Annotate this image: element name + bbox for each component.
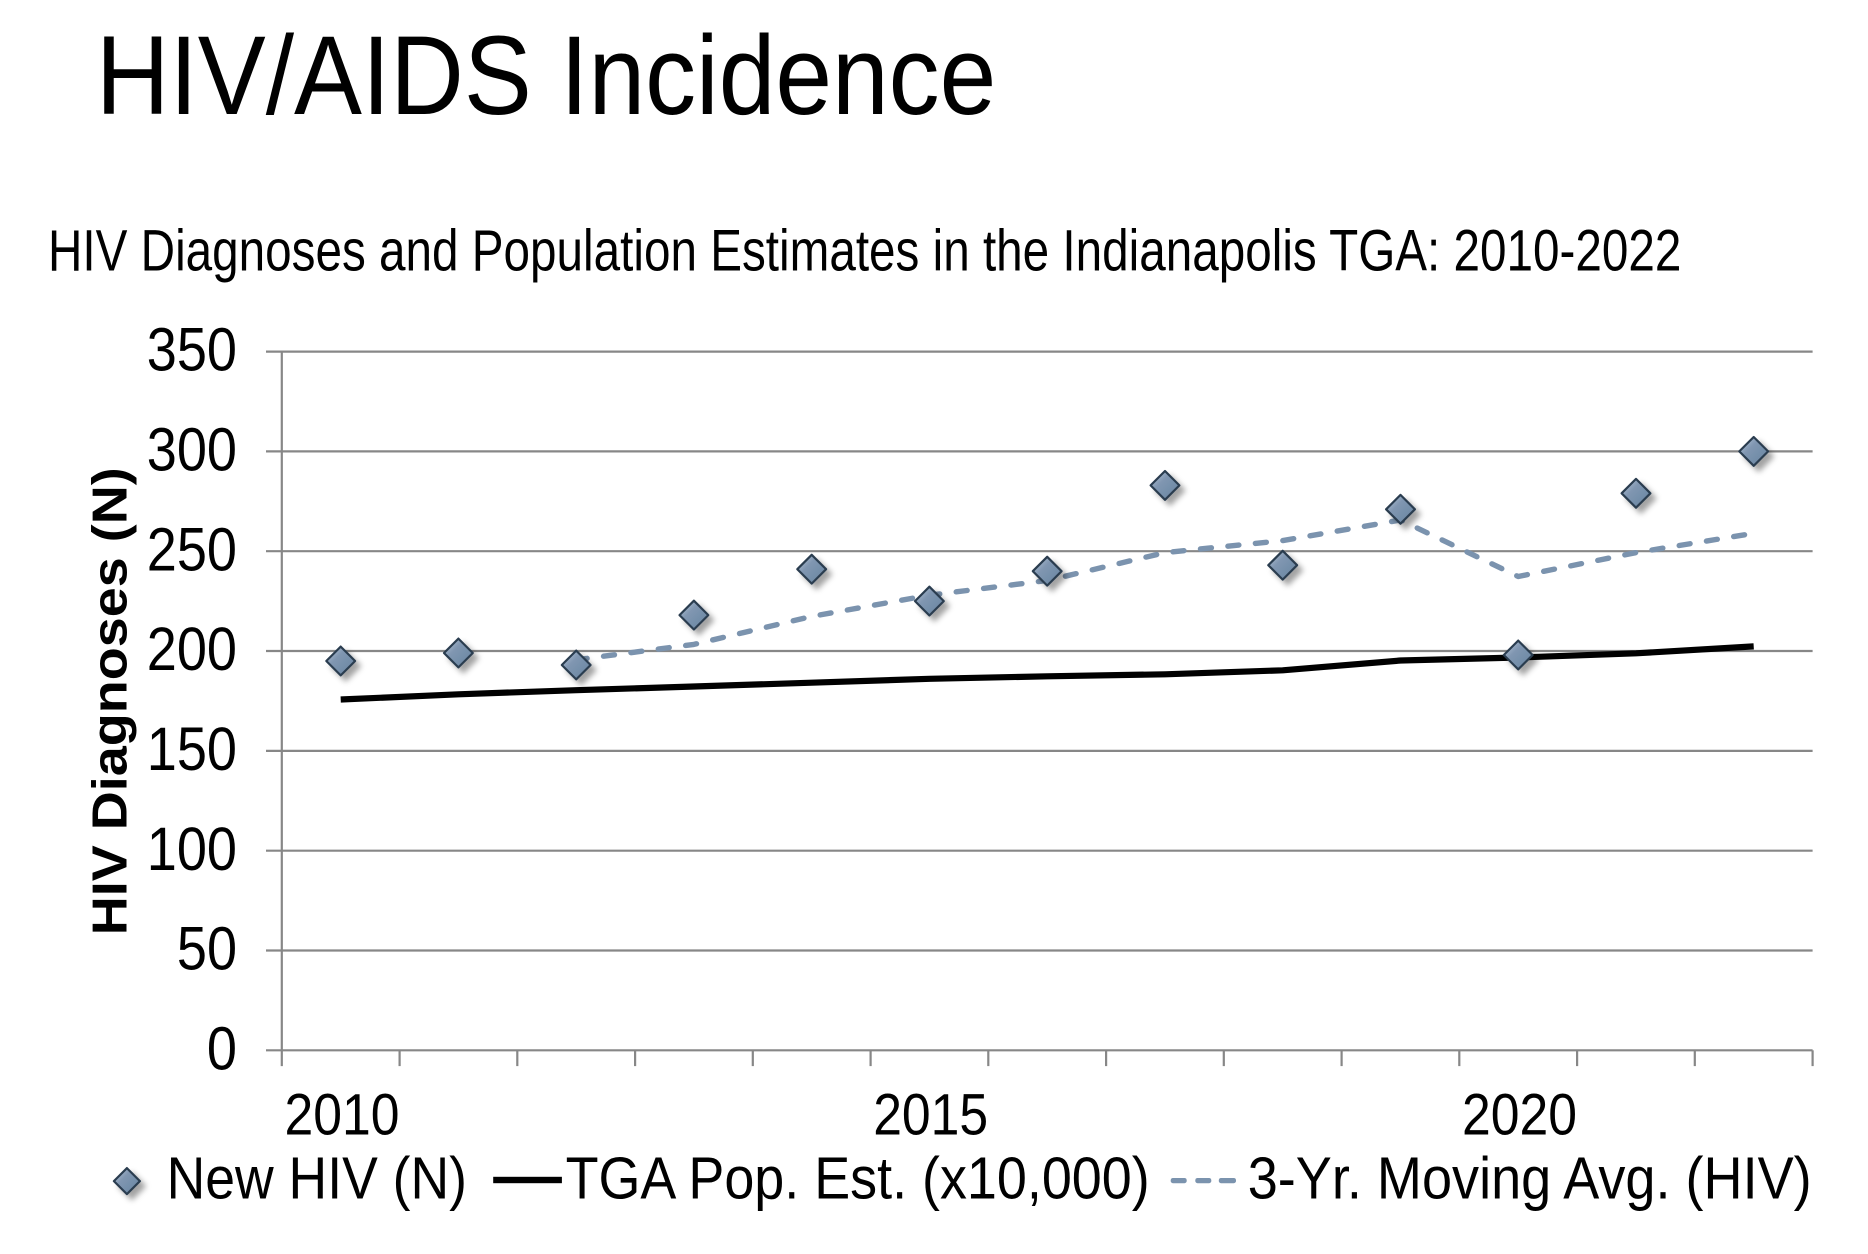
svg-text:300: 300 [147,416,237,484]
svg-text:2010: 2010 [285,1083,400,1148]
svg-text:HIV Diagnoses (N): HIV Diagnoses (N) [82,467,137,935]
svg-text:150: 150 [147,715,237,783]
svg-text:100: 100 [147,815,237,883]
svg-text:New HIV (N): New HIV (N) [167,1146,467,1212]
svg-text:200: 200 [147,615,237,683]
svg-text:50: 50 [177,915,237,983]
svg-text:TGA Pop. Est. (x10,000): TGA Pop. Est. (x10,000) [566,1146,1150,1212]
svg-text:2020: 2020 [1462,1083,1577,1148]
svg-text:HIV Diagnoses and Population E: HIV Diagnoses and Population Estimates i… [48,218,1681,283]
svg-text:HIV/AIDS Incidence: HIV/AIDS Incidence [96,13,996,138]
svg-text:3-Yr. Moving Avg. (HIV): 3-Yr. Moving Avg. (HIV) [1248,1146,1812,1212]
svg-text:250: 250 [147,515,237,583]
svg-text:350: 350 [147,316,237,384]
svg-text:2015: 2015 [873,1083,988,1148]
svg-text:0: 0 [207,1014,237,1082]
